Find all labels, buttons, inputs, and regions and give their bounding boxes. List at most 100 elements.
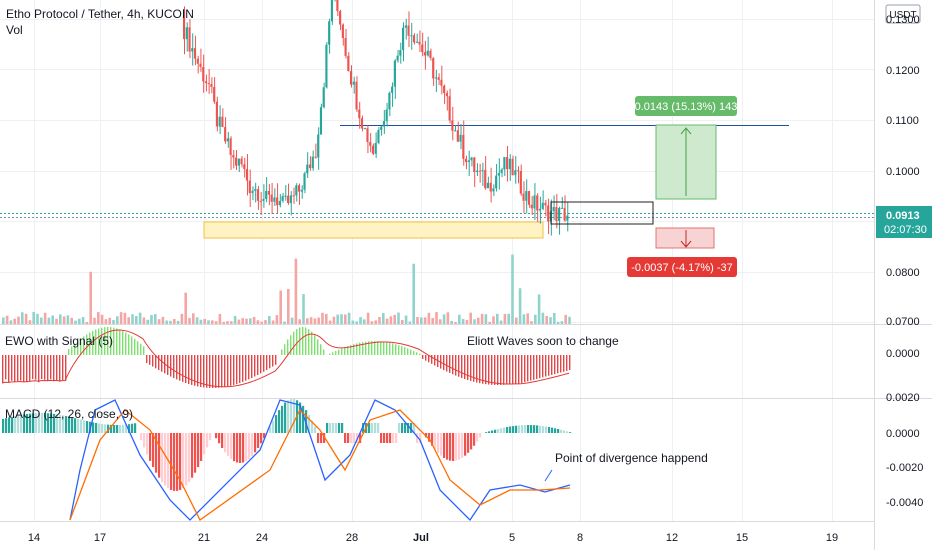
ewo-bar <box>143 346 145 355</box>
volume-bar <box>469 312 472 324</box>
macd-bar <box>323 433 326 443</box>
target-label-box[interactable] <box>635 96 737 116</box>
macd-bar <box>131 423 134 433</box>
ewo-bar <box>434 355 436 366</box>
macd-bar <box>455 433 458 461</box>
candle-body <box>306 164 309 174</box>
macd-bar <box>281 405 284 433</box>
ewo-bar <box>260 355 262 374</box>
macd-bar <box>59 414 62 433</box>
macd-bar <box>239 433 242 463</box>
candle-body <box>555 207 558 221</box>
ewo-bar <box>464 355 466 380</box>
ewo-bar <box>182 355 184 382</box>
macd-bar <box>476 433 479 442</box>
ewo-bar <box>401 346 403 355</box>
macd-bar <box>263 433 266 439</box>
time-tick: 15 <box>736 532 748 544</box>
ewo-bar <box>176 355 178 380</box>
candle-body <box>363 128 366 130</box>
ewo-bar <box>461 355 463 378</box>
ewo-bar <box>530 355 532 381</box>
ewo-bar <box>419 353 421 355</box>
candle-body <box>229 138 232 155</box>
ewo-bar <box>50 355 52 380</box>
macd-bar <box>71 417 74 433</box>
volume-bar <box>256 320 260 324</box>
macd-bar <box>188 433 191 482</box>
ewo-bar <box>353 344 355 355</box>
volume-bar <box>488 321 491 324</box>
price-axis[interactable]: USDT 0.1300 0.1200 0.1100 0.1000 0.0800 … <box>876 4 932 509</box>
macd-bar <box>164 433 167 486</box>
candle-body <box>207 83 210 85</box>
macd-bar <box>227 433 230 456</box>
ewo-bar <box>110 327 112 355</box>
ewo-bar <box>497 355 499 385</box>
ewo-bar <box>446 355 448 372</box>
candle-body <box>355 81 358 110</box>
volume-bar <box>74 320 77 324</box>
candle-body <box>440 79 443 86</box>
range-box[interactable] <box>550 201 654 225</box>
macd-bar <box>431 433 434 446</box>
candle-body <box>495 175 498 189</box>
volume-bar <box>537 294 541 324</box>
volume-bar <box>55 318 58 324</box>
stop-label-box[interactable] <box>627 257 737 277</box>
volume-bars <box>2 254 571 324</box>
candle-body <box>475 170 479 172</box>
candle-body <box>262 199 265 201</box>
ewo-bar <box>362 342 364 355</box>
macd-bar <box>170 433 173 490</box>
macd-bar <box>284 402 287 433</box>
ewo-bar <box>500 355 502 385</box>
support-zone[interactable] <box>203 221 544 239</box>
candles <box>183 0 569 236</box>
macd-bar <box>119 424 122 433</box>
volume-bar <box>5 315 9 324</box>
macd-bar <box>161 433 164 482</box>
ewo-bar <box>383 341 385 355</box>
candle-body <box>240 158 243 165</box>
volume-bar <box>317 317 320 324</box>
macd-bar <box>50 413 53 433</box>
time-axis[interactable]: 14 17 21 24 28 Jul 5 8 12 15 19 <box>28 532 838 544</box>
macd-bar <box>308 415 311 433</box>
ewo-bar <box>14 355 16 382</box>
time-tick: Jul <box>413 532 429 544</box>
volume-bar <box>146 319 149 324</box>
macd-bar <box>428 433 431 442</box>
macd-bar <box>527 425 530 433</box>
time-tick: 17 <box>94 532 106 544</box>
volume-bar <box>195 317 199 324</box>
volume-bar <box>496 313 499 324</box>
ewo-bar <box>470 355 472 381</box>
macd-bar <box>200 433 203 461</box>
ewo-bar <box>101 327 103 355</box>
macd-bar <box>452 433 455 461</box>
ewo-histogram <box>2 327 571 388</box>
macd-bar <box>488 431 491 433</box>
candle-body <box>267 191 271 195</box>
ewo-bar <box>11 355 13 381</box>
stop-box[interactable] <box>655 227 715 249</box>
ewo-title: EWO with Signal (5) <box>5 334 113 348</box>
ewo-bar <box>53 355 55 382</box>
volume-bar <box>203 318 206 324</box>
ewo-bar <box>56 355 58 381</box>
volume-bar <box>268 316 271 324</box>
ewo-bar <box>407 348 409 355</box>
volume-bar <box>17 316 20 324</box>
candle-body <box>429 50 432 59</box>
candle-body <box>314 156 317 158</box>
candle-body <box>544 202 547 206</box>
ewo-bar <box>518 355 520 384</box>
volume-bar <box>89 271 92 324</box>
volume-bar <box>36 313 39 324</box>
ewo-bar <box>398 345 400 355</box>
ewo-bar <box>515 355 517 384</box>
currency-badge[interactable] <box>885 4 921 24</box>
ewo-bar <box>563 355 565 372</box>
